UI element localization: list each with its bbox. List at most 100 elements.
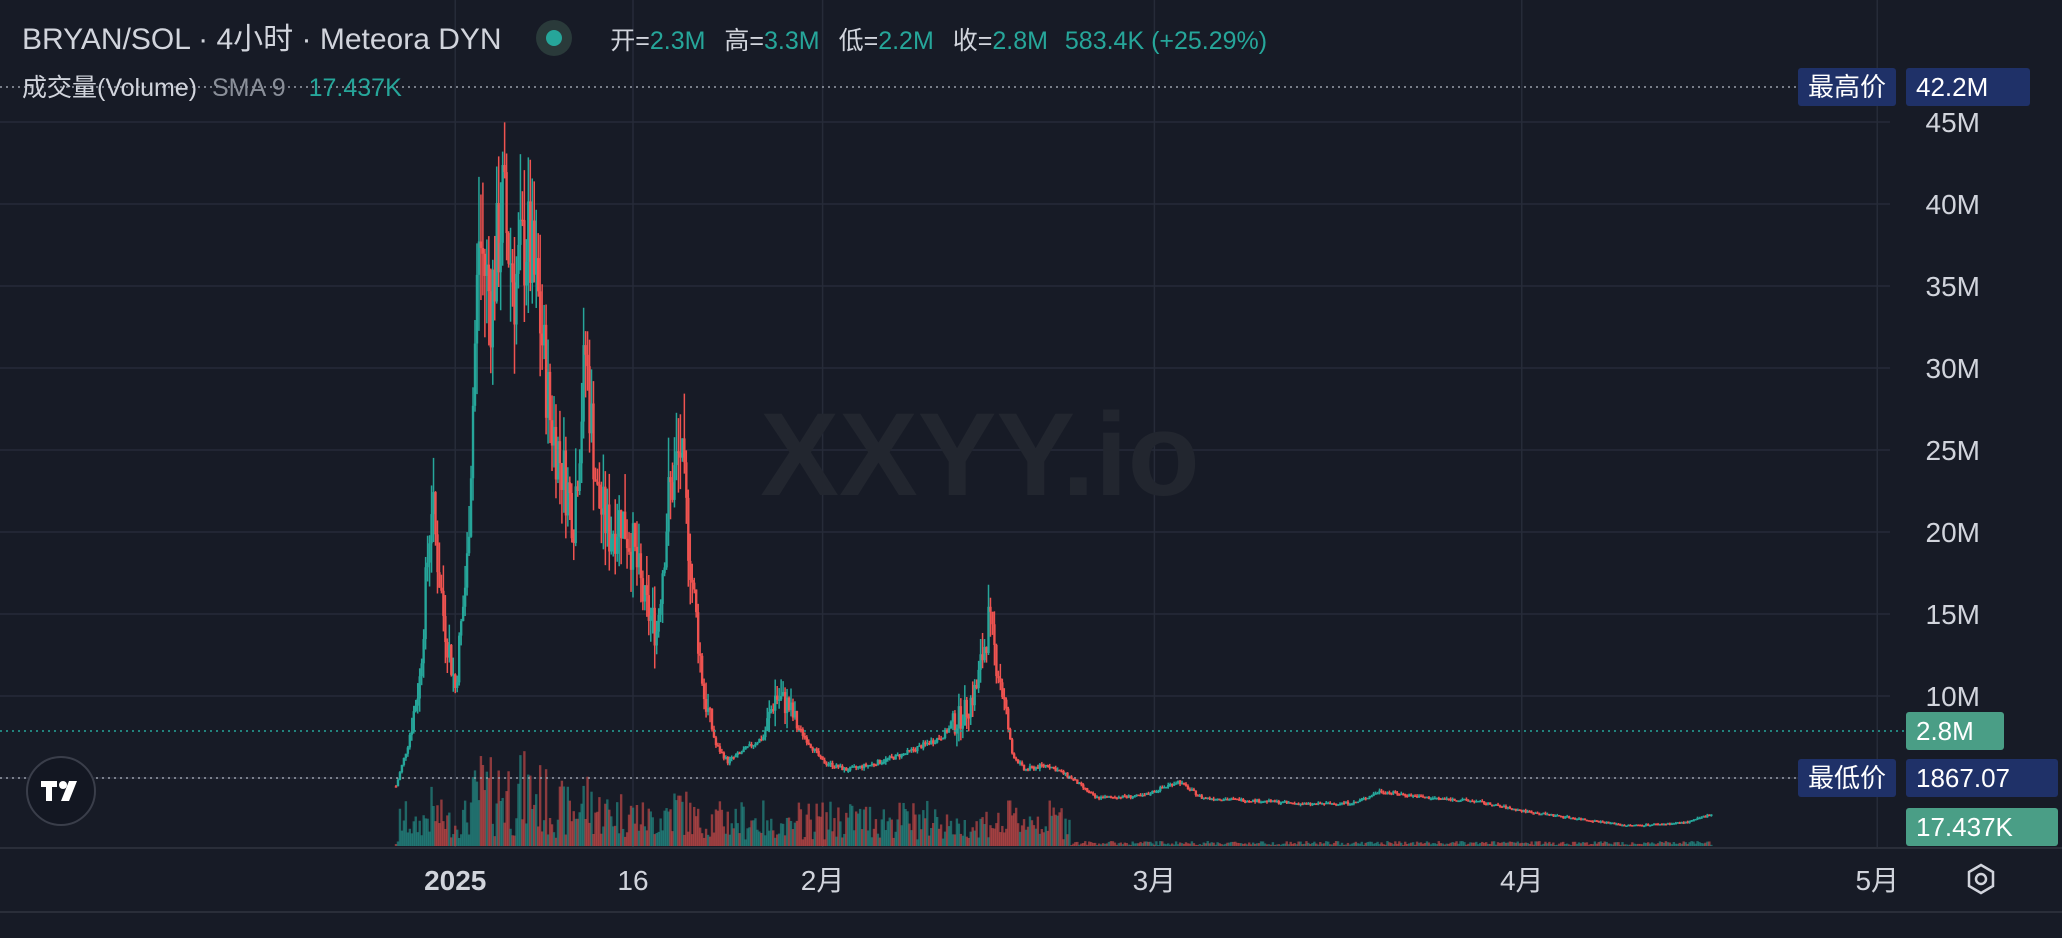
candle-body (1109, 796, 1113, 798)
candle-body (1650, 824, 1654, 826)
candle-body (566, 482, 570, 516)
symbol-title[interactable]: BRYAN/SOL · 4小时 · Meteora DYN (22, 23, 502, 56)
volume-bar (1133, 843, 1136, 846)
volume-bar (1544, 841, 1547, 846)
volume-bar (1520, 842, 1523, 846)
volume-bar (1011, 815, 1014, 846)
volume-bar (712, 832, 716, 846)
volume-bar (1398, 841, 1401, 846)
candle-body (1014, 758, 1018, 760)
candle-body (1046, 765, 1049, 767)
candle-body (732, 757, 735, 759)
candle-body (746, 746, 749, 748)
candle-body (1060, 770, 1063, 773)
candle-body (894, 754, 897, 760)
volume-bar (1530, 841, 1533, 846)
volume-bar (1366, 842, 1369, 846)
volume-bar (1309, 844, 1312, 846)
volume-bar (1684, 842, 1687, 846)
candle-body (1086, 788, 1089, 792)
candle-body (1488, 802, 1492, 805)
volume-bar (1670, 844, 1674, 846)
volume-bar (912, 803, 915, 846)
volume-bar (1494, 844, 1498, 846)
candle-body (801, 729, 805, 736)
candle-body (465, 553, 469, 588)
volume-bar (436, 805, 439, 846)
candle-body (933, 742, 937, 745)
low-price-label: 最低价 (1798, 759, 1897, 797)
candle-body (1149, 793, 1152, 796)
candle-body (912, 749, 915, 751)
volume-bar (1546, 843, 1549, 846)
candle-body (600, 508, 603, 515)
open-value: 2.3M (649, 27, 706, 55)
candle-body (475, 274, 479, 344)
candle-body (1095, 796, 1099, 799)
volume-bar (1607, 843, 1610, 846)
x-tick-label: 16 (617, 865, 648, 896)
volume-bar (963, 819, 966, 846)
volume-bar (398, 808, 402, 846)
candle-body (655, 631, 658, 646)
volume-bar (939, 824, 943, 846)
candle-body (969, 697, 972, 718)
candle-body (507, 233, 510, 264)
volume-legend[interactable]: 成交量(Volume) SMA 9 17.437K (22, 68, 402, 104)
candle-body (1646, 824, 1650, 826)
candle-body (1218, 798, 1221, 801)
candle-body (576, 486, 579, 491)
volume-bar (1224, 843, 1227, 846)
candle-body (410, 731, 413, 735)
volume-bar (1084, 841, 1087, 846)
candle-body (774, 695, 777, 711)
candle-body (1319, 802, 1322, 805)
volume-bar (1052, 807, 1055, 846)
volume-bar (574, 818, 577, 846)
volume-bar (505, 791, 508, 846)
candle-body (829, 762, 832, 765)
candle-body (1034, 767, 1038, 770)
candle-body (1524, 810, 1527, 813)
volume-bar (1313, 841, 1316, 846)
candle-body (649, 615, 652, 621)
volume-bar (459, 834, 463, 846)
volume-bar (1700, 842, 1703, 846)
volume-bar (1552, 842, 1555, 846)
volume-bar (1589, 843, 1593, 846)
candle-body (1159, 787, 1162, 791)
candle-body (631, 523, 635, 570)
volume-bar (578, 812, 581, 846)
settings-icon[interactable] (1964, 862, 1998, 896)
low-value: 2.2M (878, 27, 934, 55)
candle-body (736, 752, 739, 756)
candle-body (924, 742, 927, 744)
volume-bar (586, 776, 589, 846)
candle-body (720, 751, 724, 754)
candle-body (527, 201, 530, 262)
candle-body (791, 702, 795, 718)
candle-body (932, 740, 935, 744)
volume-bar (1540, 844, 1543, 846)
candle-body (424, 567, 427, 640)
volume-bar (1706, 841, 1709, 846)
volume-bar (503, 822, 506, 846)
candle-body (1522, 810, 1525, 812)
candle-body (1103, 796, 1107, 799)
volume-bar (1336, 841, 1340, 846)
volume-bar (1169, 844, 1172, 846)
candle-body (955, 728, 959, 734)
volume-bar (570, 821, 573, 846)
candle-body (724, 757, 728, 759)
volume-bar (473, 770, 477, 846)
candle-body (937, 738, 941, 740)
volume-bar (608, 809, 611, 846)
tradingview-logo-icon[interactable] (26, 756, 96, 826)
candle-body (1437, 797, 1440, 800)
candle-body (436, 534, 439, 573)
volume-bar (1273, 844, 1277, 846)
volume-bar (1615, 842, 1618, 846)
candle-body (963, 699, 966, 726)
volume-bar (604, 803, 607, 846)
